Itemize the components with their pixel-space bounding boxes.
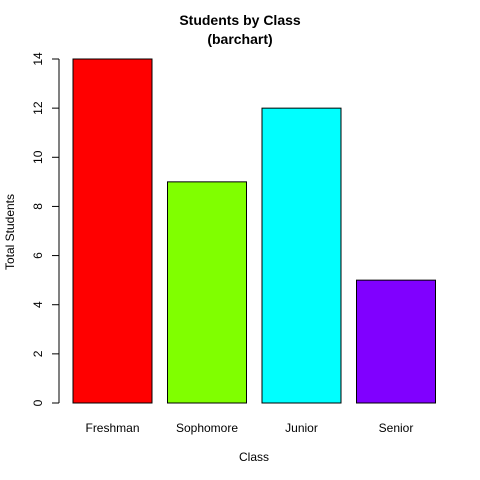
y-tick-label: 0 <box>31 399 45 406</box>
bar-junior <box>261 107 342 404</box>
y-tick-label: 2 <box>31 350 45 357</box>
x-tick-label-senior: Senior <box>379 421 414 435</box>
x-axis-label: Class <box>239 450 269 464</box>
y-tick-label: 8 <box>31 203 45 210</box>
y-tick-label: 4 <box>31 301 45 308</box>
bars-group <box>72 58 436 404</box>
x-axis-labels: Freshman Sophomore Junior Senior <box>85 421 413 435</box>
y-tick-label: 10 <box>31 150 45 164</box>
y-axis-label: Total Students <box>3 194 17 270</box>
x-tick-label-freshman: Freshman <box>85 421 139 435</box>
y-tick-label: 6 <box>31 252 45 259</box>
chart-title-line-1: Students by Class <box>179 12 301 28</box>
x-tick-label-sophomore: Sophomore <box>176 421 238 435</box>
y-axis: 0 2 4 6 8 10 12 14 <box>31 52 60 406</box>
chart-title-line-2: (barchart) <box>207 31 273 47</box>
bar-senior <box>356 279 436 404</box>
y-tick-label: 14 <box>31 52 45 66</box>
bar-freshman <box>72 58 153 404</box>
x-tick-label-junior: Junior <box>285 421 318 435</box>
bar-sophomore <box>167 181 247 404</box>
y-tick-label: 12 <box>31 101 45 115</box>
